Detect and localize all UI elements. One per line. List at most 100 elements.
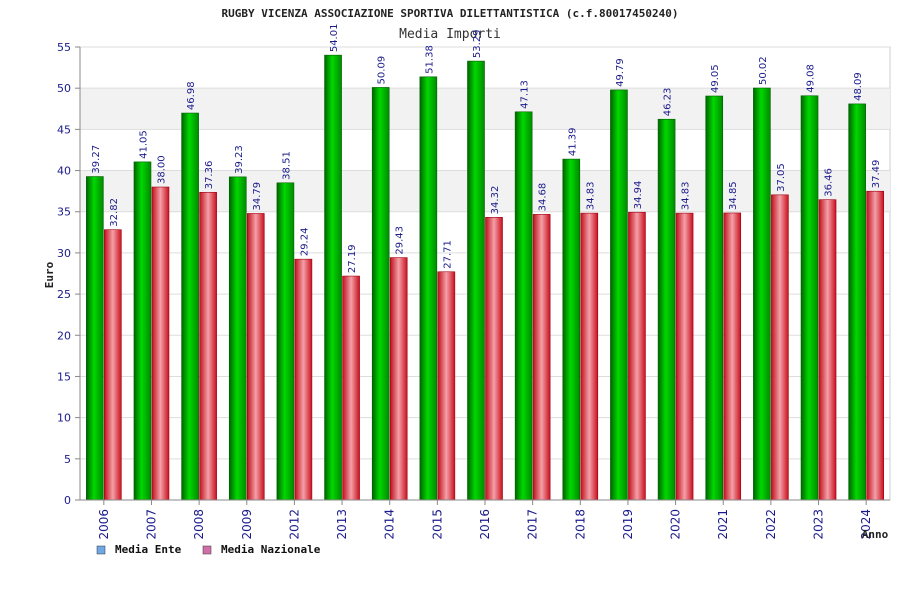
data-label: 38.51 (281, 151, 292, 180)
y-axis: 0 5 10 15 20 25 30 35 40 45 50 55 (57, 41, 81, 507)
data-label: 36.46 (824, 168, 835, 197)
data-label: 39.27 (91, 145, 102, 174)
bar-media-ente-2008 (181, 112, 199, 501)
bar-media-nazionale-2012 (294, 258, 313, 501)
x-axis-label: Anno (862, 528, 889, 541)
data-label: 50.02 (758, 56, 769, 85)
x-tick-label: 2018 (573, 509, 587, 540)
chart-subtitle: Media Importi (399, 27, 501, 42)
y-tick-label: 55 (57, 41, 71, 54)
x-tick-label: 2019 (621, 509, 635, 540)
x-tick-label: 2022 (764, 509, 778, 540)
bars: 39.27 32.82 41.05 38.00 46.98 37.36 39.23 34.79… (86, 24, 884, 501)
bar-media-ente-2009 (228, 176, 247, 501)
bar-media-nazionale-2016 (485, 217, 503, 501)
bar-media-ente-2007 (133, 161, 152, 501)
data-label: 54.01 (329, 24, 340, 53)
data-label: 49.79 (615, 58, 626, 87)
y-tick-label: 15 (57, 370, 71, 383)
data-label: 49.05 (710, 64, 721, 93)
bar-media-ente-2013 (324, 54, 342, 501)
x-tick-label: 2021 (716, 509, 730, 540)
y-tick-label: 25 (57, 288, 71, 301)
data-label: 27.19 (347, 244, 358, 273)
bar-media-nazionale-2007 (151, 186, 170, 501)
legend-swatch-media-nazionale (202, 545, 212, 555)
data-label: 46.98 (186, 81, 197, 110)
bar-media-nazionale-2021 (723, 212, 742, 501)
bar-media-ente-2024 (848, 103, 866, 501)
data-label: 51.38 (424, 45, 435, 74)
bar-media-nazionale-2006 (104, 229, 122, 501)
bar-media-ente-2014 (371, 87, 390, 501)
bar-media-ente-2016 (467, 60, 485, 501)
data-label: 50.09 (377, 56, 388, 85)
data-label: 41.05 (138, 130, 149, 159)
data-label: 37.49 (871, 160, 882, 189)
bar-media-nazionale-2020 (675, 212, 694, 501)
y-tick-label: 30 (57, 247, 71, 260)
data-label: 34.32 (490, 186, 501, 215)
legend: Media Ente Media Nazionale (96, 543, 321, 556)
bar-media-nazionale-2018 (580, 212, 599, 501)
data-label: 53.29 (472, 29, 483, 58)
data-label: 37.05 (776, 163, 787, 192)
bar-media-ente-2023 (800, 95, 819, 501)
bar-media-nazionale-2023 (818, 199, 837, 501)
bar-media-ente-2015 (419, 76, 438, 501)
x-tick-label: 2014 (383, 509, 397, 540)
bar-media-nazionale-2014 (389, 257, 408, 501)
x-tick-label: 2007 (144, 509, 158, 540)
data-label: 48.09 (853, 72, 864, 101)
bar-media-nazionale-2009 (246, 213, 265, 501)
bar-media-ente-2017 (514, 111, 533, 501)
data-label: 34.68 (538, 183, 549, 212)
x-tick-label: 2009 (240, 509, 254, 540)
data-label: 34.85 (728, 181, 739, 210)
data-label: 34.79 (252, 182, 263, 211)
data-label: 29.24 (299, 228, 310, 257)
data-label: 27.71 (442, 240, 453, 269)
data-label: 34.83 (681, 181, 692, 210)
bar-media-nazionale-2022 (771, 194, 789, 501)
y-tick-label: 40 (57, 165, 71, 178)
x-tick-label: 2020 (669, 509, 683, 540)
data-label: 34.83 (585, 181, 596, 210)
data-label: 47.13 (520, 80, 531, 109)
data-label: 46.23 (663, 88, 674, 117)
bar-media-ente-2018 (562, 158, 581, 501)
data-label: 29.43 (395, 226, 406, 255)
data-label: 32.82 (109, 198, 120, 227)
y-axis-label: Euro (43, 261, 56, 288)
y-tick-label: 45 (57, 123, 71, 136)
bar-media-nazionale-2008 (199, 191, 217, 501)
legend-label-media-ente: Media Ente (115, 543, 182, 556)
x-tick-label: 2024 (859, 509, 873, 540)
y-tick-label: 35 (57, 206, 71, 219)
bar-media-ente-2006 (86, 176, 104, 501)
bar-media-nazionale-2019 (628, 211, 646, 501)
bar-media-ente-2022 (753, 87, 771, 501)
legend-label-media-nazionale: Media Nazionale (221, 543, 321, 556)
bar-media-ente-2012 (276, 182, 295, 501)
bar-media-ente-2021 (705, 95, 724, 501)
bar-media-ente-2019 (610, 89, 628, 501)
data-label: 37.36 (204, 161, 215, 190)
x-tick-label: 2023 (812, 509, 826, 540)
data-label: 41.39 (567, 127, 578, 156)
x-tick-label: 2013 (335, 509, 349, 540)
data-label: 38.00 (156, 155, 167, 184)
x-tick-label: 2015 (430, 509, 444, 540)
y-tick-label: 0 (64, 494, 71, 507)
bar-media-nazionale-2015 (437, 271, 456, 501)
x-tick-label: 2006 (97, 509, 111, 540)
x-tick-label: 2012 (287, 509, 301, 540)
legend-swatch-media-ente (96, 545, 106, 555)
x-tick-label: 2017 (526, 509, 540, 540)
bar-media-nazionale-2013 (342, 275, 360, 501)
y-tick-label: 5 (64, 453, 71, 466)
bar-media-nazionale-2024 (866, 190, 884, 501)
data-label: 34.94 (633, 181, 644, 210)
x-tick-label: 2016 (478, 509, 492, 540)
